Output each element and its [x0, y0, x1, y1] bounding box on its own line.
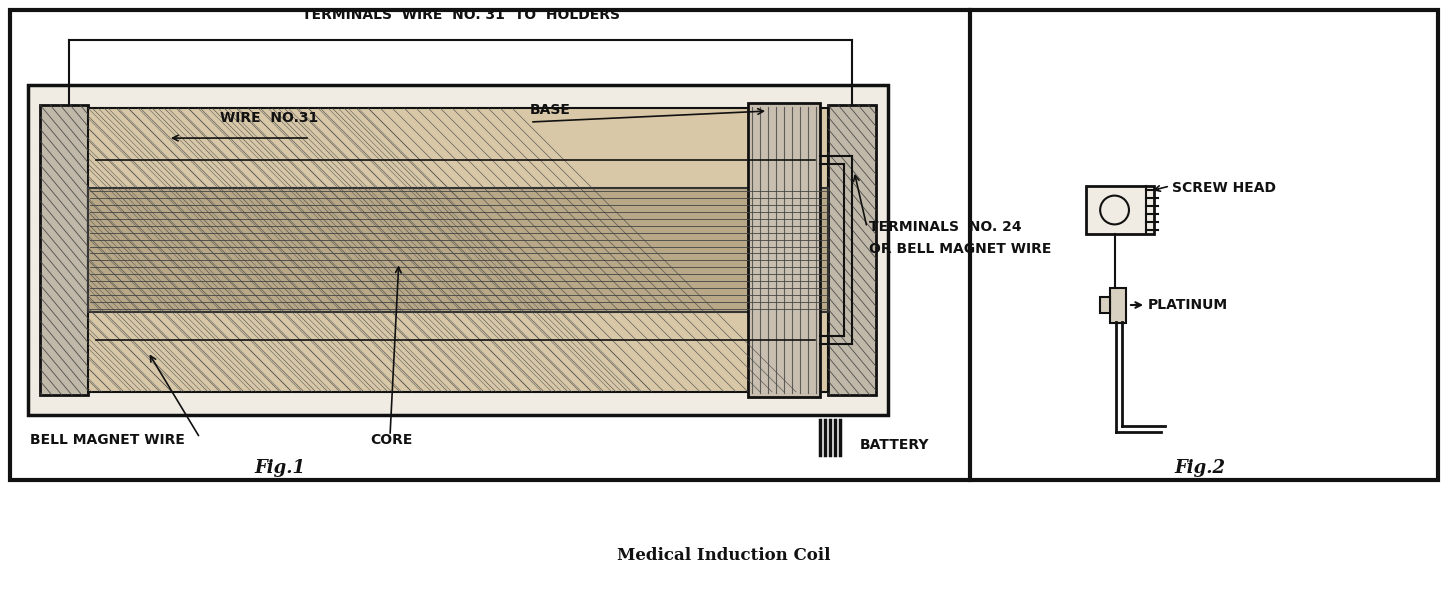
Text: WIRE  NO.31: WIRE NO.31 — [220, 111, 319, 125]
Bar — [28, 85, 888, 415]
Text: CORE: CORE — [371, 433, 413, 447]
Bar — [88, 108, 828, 392]
Circle shape — [1100, 196, 1129, 224]
Text: OR BELL MAGNET WIRE: OR BELL MAGNET WIRE — [869, 242, 1051, 256]
Text: Fig.2: Fig.2 — [1174, 459, 1225, 477]
Bar — [1111, 288, 1127, 323]
Bar — [88, 188, 828, 313]
Text: TERMINALS  NO. 24: TERMINALS NO. 24 — [869, 220, 1022, 235]
Text: BATTERY: BATTERY — [860, 438, 930, 452]
Text: Medical Induction Coil: Medical Induction Coil — [617, 547, 831, 563]
Text: PLATINUM: PLATINUM — [1148, 298, 1228, 312]
Bar — [1086, 186, 1154, 234]
Bar — [828, 105, 876, 395]
Bar — [10, 10, 1438, 480]
Text: Fig.1: Fig.1 — [255, 459, 306, 477]
Bar — [1100, 297, 1111, 313]
Text: BELL MAGNET WIRE: BELL MAGNET WIRE — [30, 433, 185, 447]
Bar — [41, 105, 88, 395]
Bar — [749, 103, 820, 397]
Text: BASE: BASE — [530, 103, 571, 117]
Text: SCREW HEAD: SCREW HEAD — [1171, 181, 1276, 195]
Text: TERMINALS  WIRE  NO. 31  TO  HOLDERS: TERMINALS WIRE NO. 31 TO HOLDERS — [301, 8, 620, 22]
